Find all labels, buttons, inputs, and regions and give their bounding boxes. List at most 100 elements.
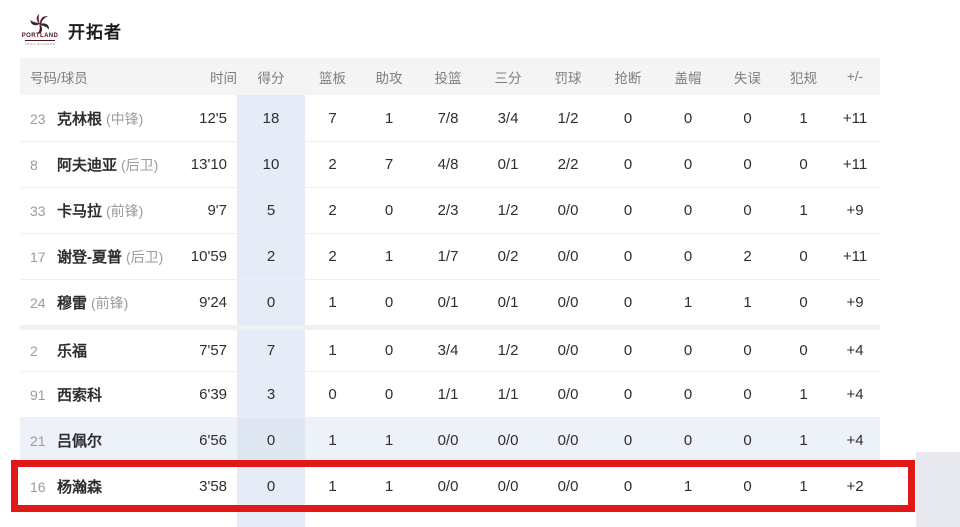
points-cell: 3 (266, 386, 276, 403)
assists-cell: 0 (384, 386, 394, 403)
fg-cell: 1/1 (437, 386, 459, 403)
player-row-2[interactable]: 2 乐福 7'57 7 1 0 3/4 1/2 0/0 0 0 0 0 +4 (20, 325, 880, 371)
player-row-24[interactable]: 24 穆雷 (前锋) 9'24 0 1 0 0/1 0/1 0/0 0 1 1 … (20, 279, 880, 325)
rebounds-cell: 2 (328, 156, 337, 173)
ft-cell: 0/0 (557, 432, 579, 449)
points-cell: 5 (266, 202, 276, 219)
player-cell: 33 卡马拉 (前锋) (20, 200, 168, 221)
turnovers-cell: 0 (743, 109, 752, 127)
points-cell: 2 (266, 248, 276, 265)
player-row-16[interactable]: 16 杨瀚森 3'58 0 1 1 0/0 0/0 0/0 0 1 0 1 +2 (20, 463, 880, 509)
blocks-cell: 0 (683, 432, 693, 449)
three-cell: 1/2 (497, 202, 519, 219)
player-cell: 8 阿夫迪亚 (后卫) (20, 154, 168, 175)
fouls-cell: 0 (799, 156, 808, 173)
points-cell: 0 (266, 294, 276, 311)
player-number: 91 (30, 387, 46, 403)
rebounds-cell: 1 (328, 342, 337, 359)
player-row-21[interactable]: 21 吕佩尔 6'56 0 1 1 0/0 0/0 0/0 0 0 0 1 +4 (20, 417, 880, 463)
player-row-8[interactable]: 8 阿夫迪亚 (后卫) 13'10 10 2 7 4/8 0/1 2/2 0 0… (20, 141, 880, 187)
steals-cell: 0 (623, 109, 633, 127)
col-header-fg: 投篮 (434, 70, 462, 86)
points-cell: 18 (262, 109, 280, 127)
player-position: (中锋) (106, 110, 144, 127)
turnovers-cell: 0 (743, 478, 752, 495)
rebounds-cell: 7 (328, 109, 337, 127)
points-cell: 0 (266, 478, 276, 495)
player-number: 23 (30, 110, 46, 127)
col-header-assists: 助攻 (375, 70, 403, 86)
player-cell: 24 穆雷 (前锋) (20, 292, 168, 313)
steals-cell: 0 (623, 156, 633, 173)
turnovers-cell: 2 (743, 248, 752, 265)
plusminus-cell: +11 (842, 156, 868, 173)
ft-cell: 0/0 (557, 202, 579, 219)
player-name: 吕佩尔 (57, 433, 103, 450)
assists-cell: 0 (384, 294, 394, 311)
player-number: 8 (30, 157, 38, 173)
ft-cell: 1/2 (557, 109, 579, 127)
player-row-33[interactable]: 33 卡马拉 (前锋) 9'7 5 2 0 2/3 1/2 0/0 0 0 0 … (20, 187, 880, 233)
assists-cell: 0 (384, 342, 394, 359)
fg-cell: 0/0 (437, 432, 459, 449)
rebounds-cell: 1 (328, 294, 337, 311)
steals-cell: 0 (623, 342, 633, 359)
ft-cell: 0/0 (557, 294, 579, 311)
player-row-17[interactable]: 17 谢登-夏普 (后卫) 10'59 2 2 1 1/7 0/2 0/0 0 … (20, 233, 880, 279)
col-header-rebounds: 篮板 (319, 70, 346, 86)
steals-cell: 0 (623, 248, 633, 265)
time-cell: 13'10 (190, 156, 227, 173)
player-number: 24 (30, 295, 46, 311)
player-cell: 23 克林根 (中锋) (20, 108, 168, 129)
fouls-cell: 1 (799, 109, 808, 127)
col-header-points: 得分 (257, 70, 285, 86)
turnovers-cell: 1 (743, 294, 752, 311)
blocks-cell: 0 (683, 386, 693, 403)
assists-cell: 1 (384, 478, 394, 495)
steals-cell: 0 (623, 294, 633, 311)
col-header-steals: 抢断 (614, 70, 642, 86)
blocks-cell: 0 (683, 202, 693, 219)
rebounds-cell: 2 (328, 202, 337, 219)
plusminus-cell: +11 (842, 109, 868, 127)
col-header-turnovers: 失误 (734, 70, 761, 86)
assists-cell: 1 (384, 109, 394, 127)
rebounds-cell: 0 (328, 386, 337, 403)
fouls-cell: 0 (799, 248, 808, 265)
fouls-cell: 1 (799, 478, 808, 495)
plusminus-cell: +9 (846, 202, 864, 219)
player-number: 17 (30, 249, 46, 265)
three-cell: 1/2 (497, 342, 519, 359)
player-position: (前锋) (106, 203, 144, 219)
player-cell: 91 西索科 (20, 384, 168, 405)
three-cell: 0/0 (497, 478, 519, 495)
player-name: 卡马拉 (57, 203, 103, 220)
col-header-time: 时间 (210, 70, 237, 86)
time-cell: 10'59 (190, 248, 227, 265)
steals-cell: 0 (623, 202, 633, 219)
time-cell: 6'56 (199, 432, 227, 449)
player-name: 西索科 (57, 387, 103, 404)
table-body: 23 克林根 (中锋) 12'5 18 7 1 7/8 3/4 1/2 0 0 … (20, 95, 880, 509)
player-number: 16 (30, 479, 46, 495)
player-row-91[interactable]: 91 西索科 6'39 3 0 0 1/1 1/1 0/0 0 0 0 1 +4 (20, 371, 880, 417)
three-cell: 0/0 (497, 432, 519, 449)
assists-cell: 1 (384, 432, 394, 449)
points-cell: 10 (262, 156, 280, 173)
turnovers-cell: 0 (743, 202, 752, 219)
col-header-player: 号码/球员 (30, 70, 88, 86)
team-header: PORTLAND TRAIL BLAZERS 开拓者 (22, 14, 122, 46)
time-cell: 9'24 (199, 294, 227, 311)
rebounds-cell: 2 (328, 248, 337, 265)
steals-cell: 0 (623, 432, 633, 449)
player-name: 穆雷 (57, 295, 88, 312)
ft-cell: 0/0 (557, 248, 579, 265)
page-background-shade (916, 452, 960, 527)
player-row-23[interactable]: 23 克林根 (中锋) 12'5 18 7 1 7/8 3/4 1/2 0 0 … (20, 95, 880, 141)
blocks-cell: 0 (683, 156, 693, 173)
col-header-blocks: 盖帽 (674, 70, 702, 86)
logo-subtext: TRAIL BLAZERS (24, 40, 56, 46)
turnovers-cell: 0 (743, 432, 752, 449)
time-cell: 12'5 (199, 109, 227, 127)
